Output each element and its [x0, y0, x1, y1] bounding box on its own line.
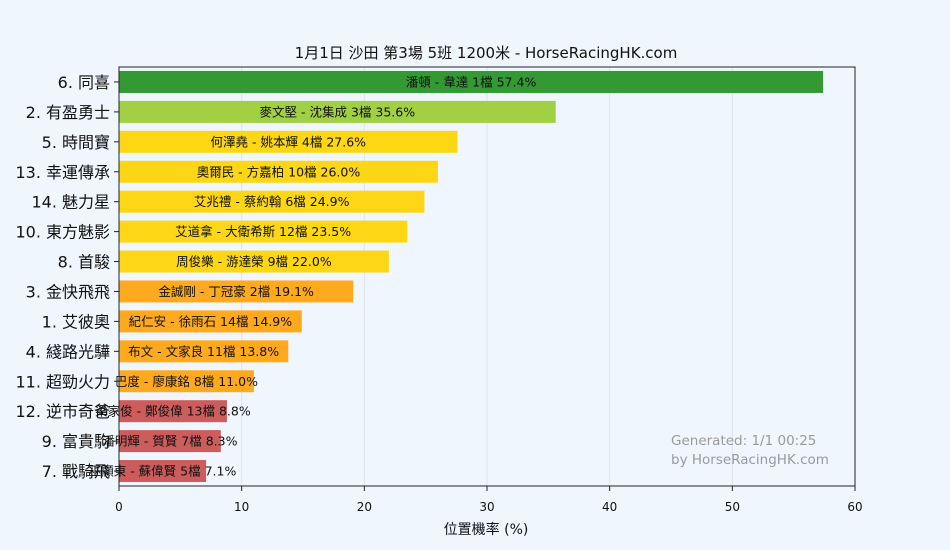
- bar-label: 巫顯東 - 蘇偉賢 5檔 7.1%: [89, 464, 237, 479]
- bar-3: [119, 130, 458, 153]
- category-label: 5. 時間寶: [42, 133, 110, 152]
- x-tick-label: 40: [602, 500, 617, 514]
- category-label: 6. 同喜: [58, 73, 110, 92]
- bar-label: 巴度 - 廖康銘 8檔 11.0%: [115, 374, 258, 389]
- bar-11: [119, 370, 254, 393]
- watermark-generated: Generated: 1/1 00:25: [671, 433, 816, 449]
- bar-label: 紀仁安 - 徐雨石 14檔 14.9%: [129, 314, 293, 329]
- x-tick-label: 60: [847, 500, 862, 514]
- category-label: 11. 超勁火力: [15, 372, 110, 391]
- category-label: 4. 綫路光驊: [26, 342, 110, 361]
- bar-12: [119, 400, 227, 423]
- bar-label: 奧爾民 - 方嘉柏 10檔 26.0%: [197, 164, 361, 179]
- bar-2: [119, 100, 556, 123]
- bar-1: [119, 70, 824, 93]
- bar-label: 麥文堅 - 沈集成 3檔 35.6%: [260, 104, 416, 119]
- category-label: 8. 首駿: [58, 253, 110, 272]
- bar-label: 潘頓 - 韋達 1檔 57.4%: [406, 74, 537, 89]
- bar-label: 何澤堯 - 姚本輝 4檔 27.6%: [210, 134, 366, 149]
- bar-label: 金誠剛 - 丁冠豪 2檔 19.1%: [158, 284, 314, 299]
- bar-10: [119, 340, 289, 363]
- plot-frame: [118, 66, 856, 487]
- category-label: 3. 金快飛飛: [26, 282, 110, 301]
- x-tick-label: 0: [115, 500, 123, 514]
- x-tick-label: 50: [725, 500, 740, 514]
- bar-label: 布文 - 文家良 11檔 13.8%: [128, 344, 279, 359]
- bar-label: 梁家俊 - 鄭俊偉 13檔 8.8%: [95, 404, 251, 419]
- x-tick-label: 30: [479, 500, 494, 514]
- bar-5: [119, 190, 425, 213]
- category-label: 10. 東方魅影: [15, 223, 110, 242]
- bars: [119, 70, 824, 483]
- x-tick-label: 10: [234, 500, 249, 514]
- category-label: 14. 魅力星: [31, 193, 110, 212]
- category-label: 2. 有盈勇士: [26, 103, 110, 122]
- bar-9: [119, 310, 302, 333]
- category-label: 9. 富貴駒: [42, 432, 110, 451]
- bar-13: [119, 430, 221, 453]
- bar-label: 周俊樂 - 游達榮 9檔 22.0%: [176, 254, 332, 269]
- bar-6: [119, 220, 408, 243]
- bar-4: [119, 160, 438, 183]
- x-axis-label: 位置機率 (%): [444, 521, 529, 538]
- bar-7: [119, 250, 389, 273]
- category-label: 13. 幸運傳承: [15, 163, 110, 182]
- category-label: 7. 戰騎飛: [42, 462, 110, 481]
- watermark-site: by HorseRacingHK.com: [671, 452, 829, 468]
- chart-title: 1月1日 沙田 第3場 5班 1200米 - HorseRacingHK.com: [295, 44, 678, 62]
- category-label: 1. 艾彼奧: [42, 312, 110, 331]
- bar-8: [119, 280, 354, 303]
- x-tick-label: 20: [357, 500, 372, 514]
- bar-14: [119, 460, 207, 483]
- x-axis-ticks: 0 10 20 30 40 50 60: [115, 486, 863, 514]
- category-labels: 6. 同喜 2. 有盈勇士 5. 時間寶 13. 幸運傳承 14. 魅力星 10. 東方魅…: [15, 73, 119, 481]
- bar-labels: 潘頓 - 韋達 1檔 57.4% 麥文堅 - 沈集成 3檔 35.6% 何澤堯 - …: [89, 74, 537, 478]
- bar-label: 潘明輝 - 賀賢 7檔 8.3%: [102, 434, 237, 449]
- bar-label: 艾兆禮 - 蔡約翰 6檔 24.9%: [194, 194, 350, 209]
- bar-label: 艾道拿 - 大衛希斯 12檔 23.5%: [175, 224, 351, 239]
- category-label: 12. 逆市奇爸: [15, 402, 110, 421]
